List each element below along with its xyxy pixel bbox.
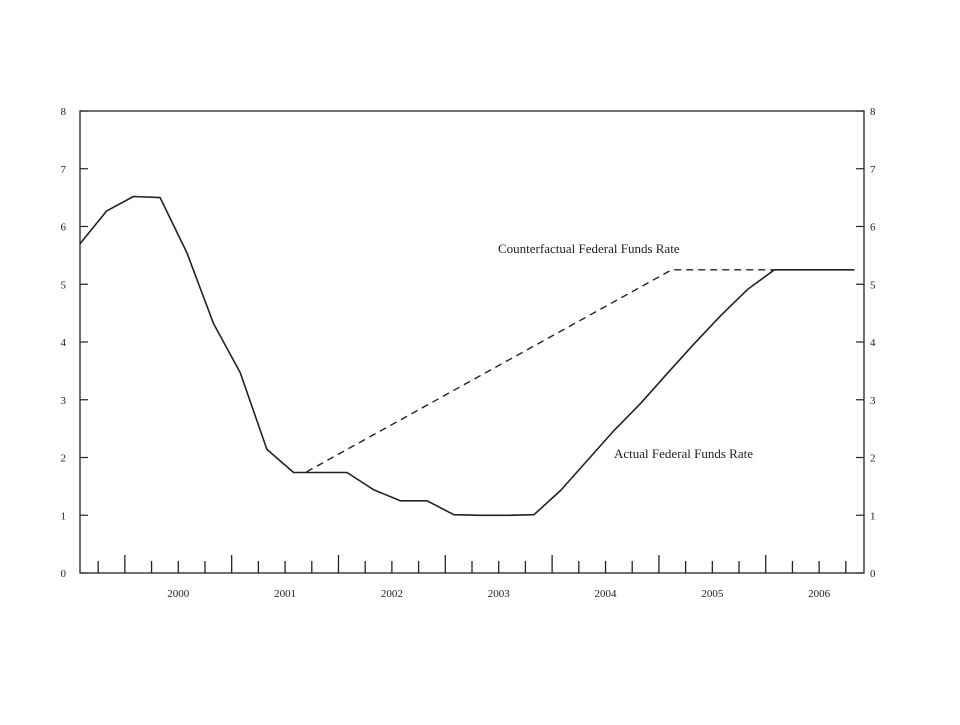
x-year-label: 2001 xyxy=(274,588,296,600)
left-y-tick-label: 6 xyxy=(61,222,67,234)
actual-rate-line xyxy=(79,195,855,517)
right-y-tick-label: 1 xyxy=(870,510,876,522)
counterfactual-rate-line xyxy=(306,269,855,473)
left-y-tick-label: 3 xyxy=(61,395,67,407)
left-y-tick-label: 8 xyxy=(61,106,67,118)
right-y-tick-label: 2 xyxy=(870,453,876,465)
right-y-tick-label: 3 xyxy=(870,395,876,407)
x-axis: 2000 2001 2002 2003 2004 2005 2006 xyxy=(97,555,847,600)
left-y-tick-label: 7 xyxy=(61,164,67,176)
left-y-axis: 0 1 2 3 4 5 6 7 8 xyxy=(61,106,88,580)
x-year-label: 2002 xyxy=(381,588,403,600)
left-y-tick-label: 5 xyxy=(61,279,67,291)
actual-series-label: Actual Federal Funds Rate xyxy=(614,446,753,461)
left-y-tick-label: 0 xyxy=(61,568,67,580)
right-y-axis: 0 1 2 3 4 5 6 7 8 xyxy=(856,106,876,580)
x-year-label: 2005 xyxy=(701,588,724,600)
x-year-label: 2003 xyxy=(488,588,511,600)
plot-frame xyxy=(79,110,865,574)
right-y-tick-label: 5 xyxy=(870,279,876,291)
left-y-tick-label: 4 xyxy=(61,337,67,349)
right-y-tick-label: 0 xyxy=(870,568,876,580)
left-y-tick-label: 1 xyxy=(61,510,67,522)
x-year-label: 2000 xyxy=(167,588,190,600)
right-y-tick-label: 4 xyxy=(870,337,876,349)
series-layer xyxy=(79,195,855,517)
counterfactual-series-label: Counterfactual Federal Funds Rate xyxy=(498,241,680,256)
right-y-tick-label: 6 xyxy=(870,222,876,234)
right-y-tick-label: 7 xyxy=(870,164,876,176)
x-year-label: 2004 xyxy=(595,588,618,600)
left-y-tick-label: 2 xyxy=(61,453,67,465)
right-y-tick-label: 8 xyxy=(870,106,876,118)
x-year-label: 2006 xyxy=(808,588,831,600)
